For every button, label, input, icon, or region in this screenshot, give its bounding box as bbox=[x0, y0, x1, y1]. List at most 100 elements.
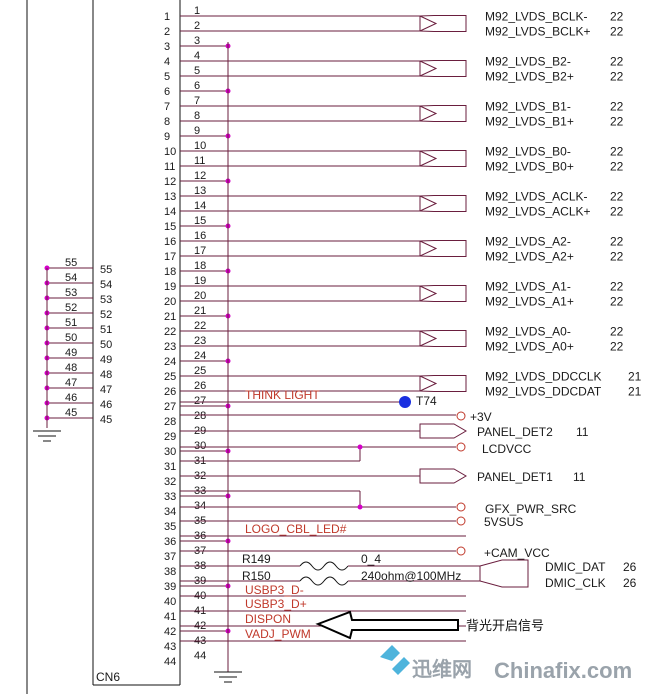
lvds-port bbox=[419, 15, 467, 32]
pin-number-inner: 13 bbox=[194, 185, 206, 197]
lvds-net-page: 22 bbox=[610, 55, 624, 69]
lvds-port-notch bbox=[419, 375, 438, 392]
r150-ref: R150 bbox=[242, 569, 271, 583]
panel-det2-port bbox=[419, 423, 467, 439]
dispon-label: DISPON bbox=[245, 612, 291, 626]
pin-number-outer: 6 bbox=[164, 86, 170, 98]
left-pin-number-outer: 53 bbox=[65, 287, 77, 299]
usbp3-dp-label: USBP3_D+ bbox=[245, 597, 307, 611]
pin-number-inner: 7 bbox=[194, 95, 200, 107]
lvds-net-label: M92_LVDS_DDCCLK bbox=[485, 370, 602, 384]
pin-number-outer: 19 bbox=[164, 281, 176, 293]
pin-number-inner: 44 bbox=[194, 650, 206, 662]
pin-number-inner: 11 bbox=[194, 155, 205, 167]
pin-number-outer: 11 bbox=[164, 161, 175, 173]
pin-number-outer: 39 bbox=[164, 581, 176, 593]
pin-number-outer: 37 bbox=[164, 551, 176, 563]
pin-number-outer: 29 bbox=[164, 431, 176, 443]
pin-number-inner: 5 bbox=[194, 65, 200, 77]
lvds-net-label: M92_LVDS_A1+ bbox=[485, 295, 574, 309]
left-pin-number-outer: 54 bbox=[65, 272, 77, 284]
pin-number-outer: 2 bbox=[164, 26, 170, 38]
lvds-net-label: M92_LVDS_BCLK+ bbox=[485, 25, 591, 39]
lvds-net-page: 22 bbox=[610, 340, 624, 354]
v5vsus-terminal bbox=[456, 516, 466, 526]
dispon-arrow bbox=[315, 610, 459, 640]
pin-number-inner: 26 bbox=[194, 380, 206, 392]
pin-number-outer: 12 bbox=[164, 176, 176, 188]
gfx-junction bbox=[357, 504, 363, 510]
watermark-logo-icon bbox=[380, 645, 410, 675]
lvds-net-page: 22 bbox=[610, 280, 624, 294]
lvds-net-page: 22 bbox=[610, 160, 624, 174]
lvds-port-notch bbox=[419, 285, 438, 302]
left-pin-number-outer: 51 bbox=[65, 317, 77, 329]
pin-number-inner: 9 bbox=[194, 125, 200, 137]
panel-det2-label: PANEL_DET2 bbox=[477, 425, 553, 439]
pin-number-outer: 25 bbox=[164, 371, 176, 383]
lvds-net-page: 22 bbox=[610, 250, 624, 264]
lvds-net-label: M92_LVDS_ACLK+ bbox=[485, 205, 591, 219]
left-pin-number-inner: 53 bbox=[100, 294, 112, 306]
left-pin-number-outer: 46 bbox=[65, 392, 77, 404]
pin-number-inner: 16 bbox=[194, 230, 206, 242]
lcdvcc-terminal bbox=[456, 442, 466, 452]
pin-number-outer: 1 bbox=[164, 11, 170, 23]
left-pin-number-outer: 45 bbox=[65, 407, 77, 419]
pin-number-outer: 24 bbox=[164, 356, 176, 368]
pin-number-outer: 16 bbox=[164, 236, 176, 248]
pin-number-inner: 34 bbox=[194, 500, 206, 512]
lvds-net-page: 22 bbox=[610, 235, 624, 249]
pin-number-outer: 26 bbox=[164, 386, 176, 398]
lvds-port-notch bbox=[419, 105, 438, 122]
lvds-port bbox=[419, 240, 467, 257]
pin-number-outer: 21 bbox=[164, 311, 176, 323]
pin-number-inner: 14 bbox=[194, 200, 206, 212]
lvds-net-label: M92_LVDS_DDCDAT bbox=[485, 385, 602, 399]
pin-number-inner: 27 bbox=[194, 395, 206, 407]
pin-number-outer: 28 bbox=[164, 416, 176, 428]
pin-number-inner: 2 bbox=[194, 20, 200, 32]
panel-det1-page: 11 bbox=[573, 470, 586, 484]
pin-number-inner: 25 bbox=[194, 365, 206, 377]
pin-number-inner: 3 bbox=[194, 35, 200, 47]
panel-det1-label: PANEL_DET1 bbox=[477, 470, 553, 484]
pin-number-outer: 10 bbox=[164, 146, 176, 158]
panel-det2-page: 11 bbox=[576, 425, 589, 439]
left-pin-number-outer: 50 bbox=[65, 332, 77, 344]
lcdvcc-label: LCDVCC bbox=[482, 442, 532, 456]
pin-number-inner: 30 bbox=[194, 440, 206, 452]
pin-number-outer: 22 bbox=[164, 326, 176, 338]
lvds-port-notch bbox=[419, 195, 438, 212]
pin-number-outer: 42 bbox=[164, 626, 176, 638]
r150-inductor bbox=[299, 576, 349, 586]
pin-number-outer: 8 bbox=[164, 116, 170, 128]
pin-number-outer: 9 bbox=[164, 131, 170, 143]
gfx-terminal bbox=[456, 502, 466, 512]
left-pin-number-outer: 52 bbox=[65, 302, 77, 314]
lvds-net-page: 22 bbox=[610, 10, 624, 24]
logo-led-label: LOGO_CBL_LED# bbox=[245, 522, 347, 536]
left-pin-number-inner: 55 bbox=[100, 264, 112, 276]
lvds-net-label: M92_LVDS_B0+ bbox=[485, 160, 574, 174]
lvds-net-page: 22 bbox=[610, 205, 624, 219]
pin-number-inner: 28 bbox=[194, 410, 206, 422]
cam-vcc-terminal bbox=[456, 546, 466, 556]
lvds-net-label: M92_LVDS_A1- bbox=[485, 280, 571, 294]
r150-value: 240ohm@100MHz bbox=[361, 569, 461, 583]
pin-number-outer: 27 bbox=[164, 401, 176, 413]
v5vsus-label: 5VSUS bbox=[484, 515, 523, 529]
pin-number-inner: 21 bbox=[194, 305, 206, 317]
pin-number-inner: 23 bbox=[194, 335, 206, 347]
lvds-net-page: 22 bbox=[610, 145, 624, 159]
left-pin-number-inner: 50 bbox=[100, 339, 112, 351]
lvds-net-page: 22 bbox=[610, 295, 624, 309]
r149-ref: R149 bbox=[242, 552, 271, 566]
pin-number-outer: 13 bbox=[164, 191, 176, 203]
pin-number-inner: 10 bbox=[194, 140, 206, 152]
pin-number-inner: 24 bbox=[194, 350, 206, 362]
pin-number-outer: 38 bbox=[164, 566, 176, 578]
panel-det1-port bbox=[419, 468, 467, 484]
lvds-net-label: M92_LVDS_A2+ bbox=[485, 250, 574, 264]
